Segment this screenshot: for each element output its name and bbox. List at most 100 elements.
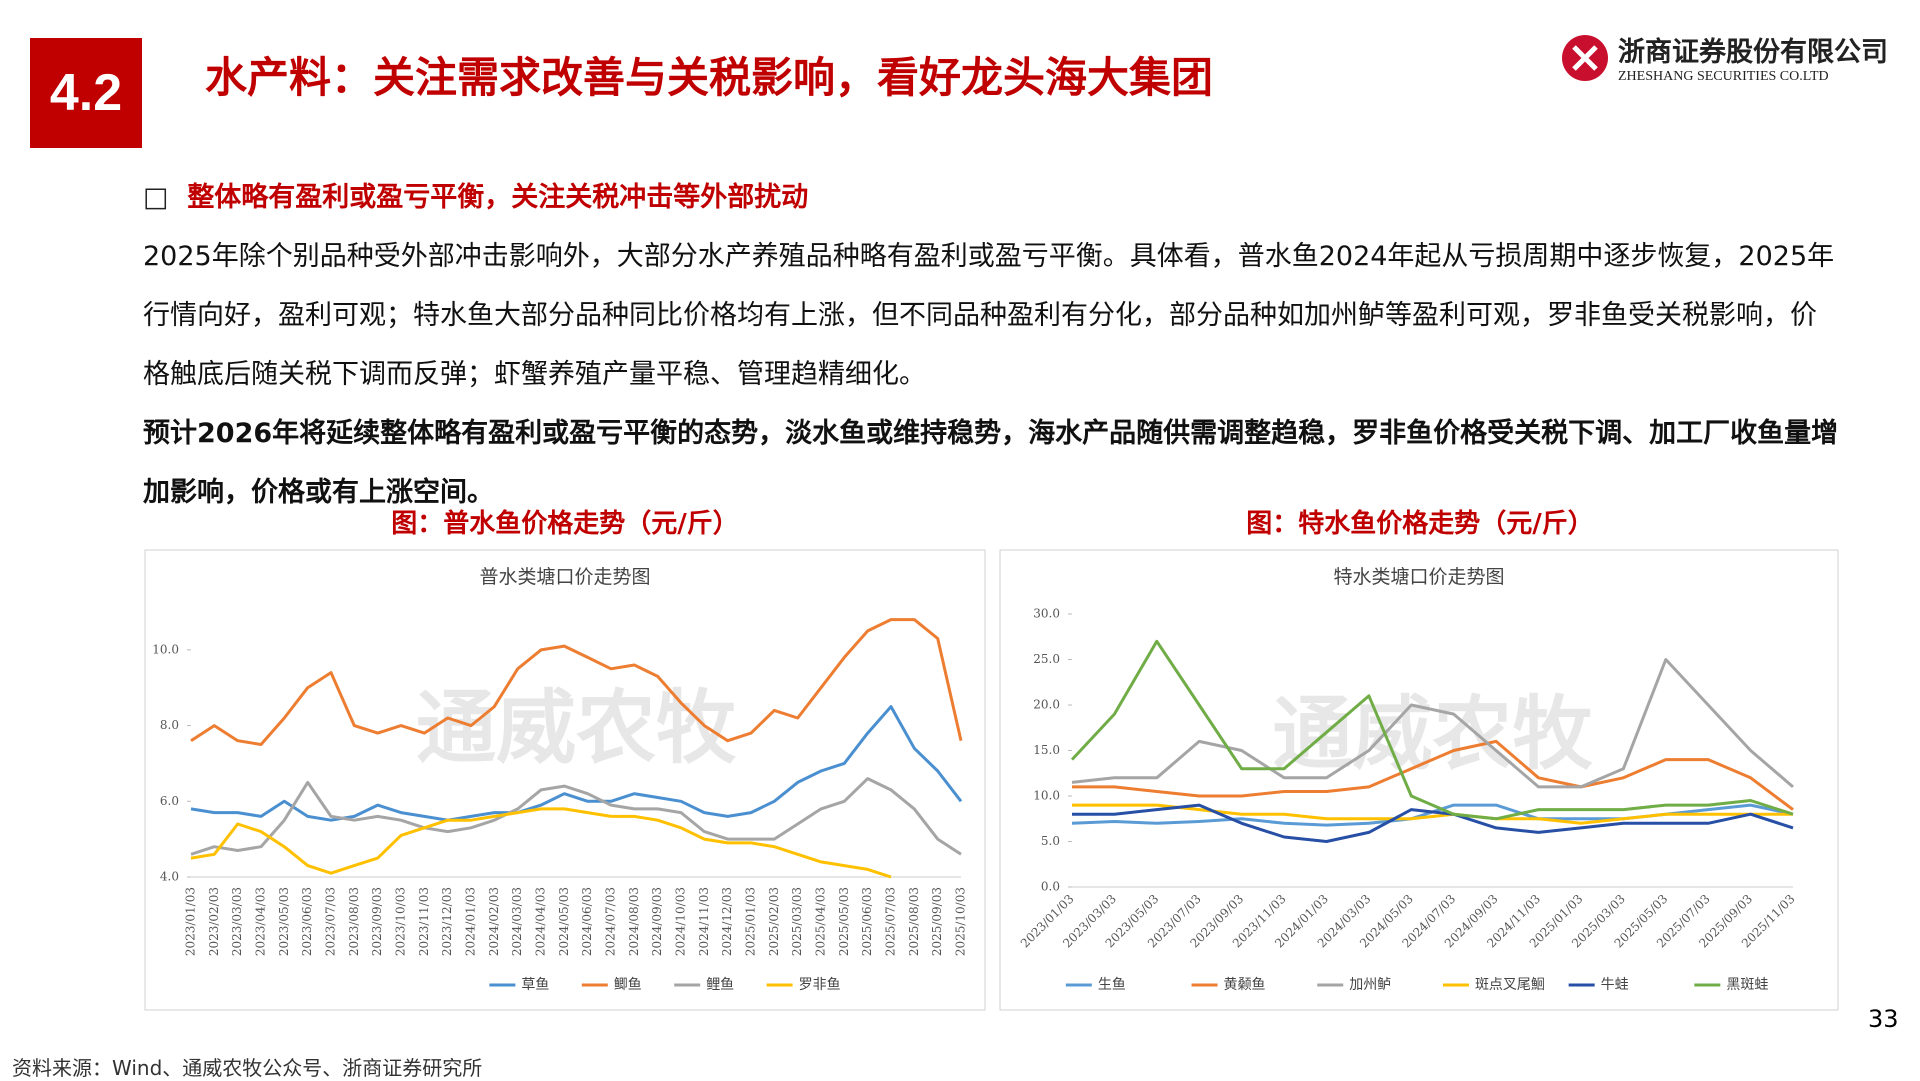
x-tick-label: 2025/09/03 <box>930 887 944 956</box>
x-tick-label: 2024/07/03 <box>604 887 618 956</box>
x-tick-label: 2024/03/03 <box>510 887 524 956</box>
x-tick-label: 2023/07/03 <box>1145 892 1204 951</box>
x-tick-label: 2023/01/03 <box>1018 892 1077 951</box>
x-tick-label: 2024/05/03 <box>557 887 571 956</box>
x-tick-label: 2024/04/03 <box>534 887 548 956</box>
series-line <box>1071 658 1794 789</box>
x-tick-label: 2025/03/03 <box>1569 892 1628 951</box>
x-tick-label: 2025/05/03 <box>1612 892 1671 951</box>
x-tick-label: 2023/05/03 <box>277 887 291 956</box>
x-tick-label: 2025/10/03 <box>954 887 968 956</box>
x-tick-label: 2023/12/03 <box>440 887 454 956</box>
x-tick-label: 2024/08/03 <box>627 887 641 956</box>
page-number: 33 <box>1868 1005 1899 1033</box>
y-tick-label: 10.0 <box>1033 789 1060 803</box>
x-tick-label: 2023/06/03 <box>300 887 314 956</box>
x-tick-label: 2024/02/03 <box>487 887 501 956</box>
logo-icon <box>1562 34 1608 81</box>
x-tick-label: 2024/01/03 <box>1272 892 1331 951</box>
series-line <box>1072 739 1794 811</box>
legend-label: 鲤鱼 <box>706 976 734 993</box>
y-tick-label: 5.0 <box>1041 834 1060 848</box>
y-tick-label: 10.0 <box>152 642 179 656</box>
x-tick-label: 2024/03/03 <box>1315 892 1374 951</box>
x-tick-label: 2023/03/03 <box>1060 892 1119 951</box>
heading: □ 整体略有盈利或盈亏平衡，关注关税冲击等外部扰动 <box>143 182 809 213</box>
x-tick-label: 2025/04/03 <box>814 887 828 956</box>
x-tick-label: 2025/06/03 <box>860 887 874 956</box>
legend-label: 罗非鱼 <box>799 976 841 993</box>
x-tick-label: 2023/11/03 <box>417 887 431 956</box>
x-tick-label: 2024/09/03 <box>650 887 664 956</box>
x-tick-label: 2023/04/03 <box>254 887 268 956</box>
y-tick-label: 4.0 <box>160 870 179 884</box>
y-tick-label: 25.0 <box>1033 652 1060 666</box>
x-tick-label: 2025/05/03 <box>837 887 851 956</box>
x-tick-label: 2023/02/03 <box>207 887 221 956</box>
y-tick-label: 20.0 <box>1033 698 1060 712</box>
legend-label: 牛蛙 <box>1601 977 1629 993</box>
x-tick-label: 2025/09/03 <box>1696 892 1755 951</box>
y-tick-label: 15.0 <box>1033 743 1060 757</box>
x-tick-label: 2023/11/03 <box>1230 892 1289 951</box>
series-line <box>1070 639 1794 821</box>
slide-title: 水产料：关注需求改善与关税影响，看好龙头海大集团 <box>205 53 1214 102</box>
x-tick-label: 2025/11/03 <box>1739 892 1798 951</box>
series-line <box>1071 803 1794 827</box>
x-tick-label: 2025/01/03 <box>1527 892 1586 951</box>
x-tick-label: 2024/05/03 <box>1357 892 1416 951</box>
x-tick-label: 2025/07/03 <box>884 887 898 956</box>
series-line <box>190 807 892 879</box>
x-tick-label: 2024/09/03 <box>1442 892 1501 951</box>
series-line <box>1072 803 1794 843</box>
legend-label: 斑点叉尾鮰 <box>1475 977 1545 993</box>
watermark: 通威农牧 <box>416 680 737 774</box>
series-line <box>190 618 963 746</box>
legend-label: 黄颡鱼 <box>1224 976 1266 993</box>
series-line <box>190 705 963 822</box>
heading-text: 整体略有盈利或盈亏平衡，关注关税冲击等外部扰动 <box>187 182 809 213</box>
chart-frame <box>999 549 1839 1011</box>
x-tick-label: 2023/03/03 <box>230 887 244 956</box>
source: 资料来源：Wind、通威农牧公众号、浙商证券研究所 <box>12 1056 483 1080</box>
x-tick-label: 2024/12/03 <box>720 887 734 956</box>
x-tick-label: 2025/03/03 <box>790 887 804 956</box>
series-line <box>1072 803 1793 825</box>
logo-cn: 浙商证券股份有限公司 <box>1618 37 1888 68</box>
chart-title: 特水类塘口价走势图 <box>1333 566 1504 588</box>
x-tick-label: 2024/06/03 <box>580 887 594 956</box>
x-tick-label: 2024/10/03 <box>674 887 688 956</box>
logo-en: ZHESHANG SECURITIES CO.LTD <box>1618 69 1829 84</box>
x-tick-label: 2025/02/03 <box>767 887 781 956</box>
x-tick-label: 2024/01/03 <box>464 887 478 956</box>
x-tick-label: 2023/10/03 <box>394 887 408 956</box>
logo: 浙商证券股份有限公司 ZHESHANG SECURITIES CO.LTD <box>1560 30 1888 85</box>
legend-label: 黑斑蛙 <box>1726 977 1768 993</box>
x-tick-label: 2024/07/03 <box>1399 892 1458 951</box>
legend-label: 加州鲈 <box>1349 977 1391 993</box>
y-tick-label: 8.0 <box>160 718 179 732</box>
x-tick-label: 2023/05/03 <box>1103 892 1162 951</box>
legend-label: 生鱼 <box>1098 976 1126 993</box>
x-tick-label: 2025/01/03 <box>744 887 758 956</box>
section-number: 4.2 <box>30 38 142 148</box>
x-tick-label: 2023/08/03 <box>347 887 361 956</box>
x-tick-label: 2023/09/03 <box>1187 892 1246 951</box>
y-tick-label: 30.0 <box>1033 607 1060 621</box>
paragraph: 2025年除个别品种受外部冲击影响外，大部分水产养殖品种略有盈利或盈亏平衡。具体… <box>143 241 1835 390</box>
chart-title: 普水类塘口价走势图 <box>479 566 650 588</box>
legend-label: 鲫鱼 <box>614 976 642 993</box>
body-text: □ 整体略有盈利或盈亏平衡，关注关税冲击等外部扰动 2025年除个别品种受外部冲… <box>143 168 1843 522</box>
watermark: 通威农牧 <box>1273 686 1594 780</box>
series-line <box>190 777 962 856</box>
chart-caption: 图：普水鱼价格走势（元/斤） <box>391 509 739 539</box>
x-tick-label: 2023/07/03 <box>324 887 338 956</box>
chart-caption: 图：特水鱼价格走势（元/斤） <box>1246 509 1594 539</box>
x-tick-label: 2024/11/03 <box>697 887 711 956</box>
y-tick-label: 0.0 <box>1041 880 1060 894</box>
y-tick-label: 6.0 <box>160 794 179 808</box>
x-tick-label: 2023/09/03 <box>370 887 384 956</box>
x-tick-label: 2024/11/03 <box>1484 892 1543 951</box>
